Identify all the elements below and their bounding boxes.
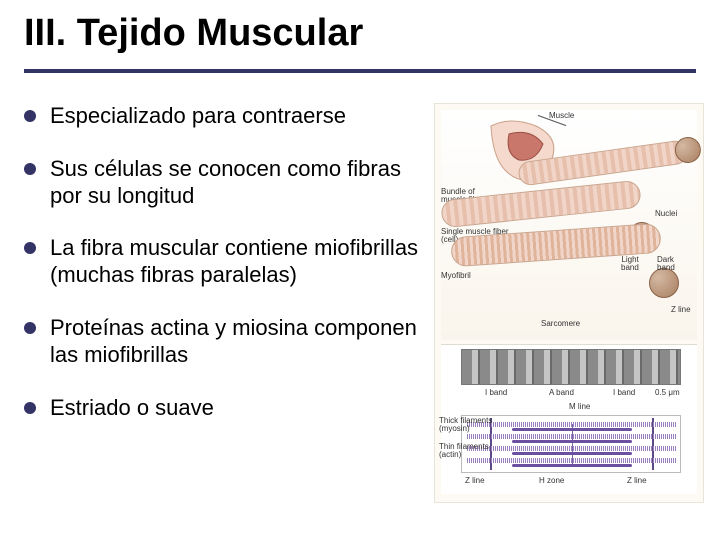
label-zline: Z line [627,477,647,485]
page-title: III. Tejido Muscular [24,12,696,63]
muscle-region: Muscle Nuclei Bundle of muscle fibers Si… [441,110,697,340]
label-hzone: H zone [539,477,564,485]
thin-filament [466,446,676,451]
bullet-icon [24,242,36,254]
label-myofibril: Myofibril [441,272,471,280]
list-item: Especializado para contraerse [24,103,424,130]
label-scale: 0.5 μm [655,389,680,397]
bullet-text: La fibra muscular contiene miofibrillas … [50,235,424,289]
bullet-icon [24,322,36,334]
label-nuclei: Nuclei [655,210,677,218]
thick-filament [512,440,632,443]
content-row: Especializado para contraerse Sus célula… [24,103,696,503]
slide: III. Tejido Muscular Especializado para … [0,0,720,540]
label-thin: Thin filaments (actin) [439,443,489,460]
title-underline [24,69,696,73]
label-aband: A band [549,389,574,397]
label-zline: Z line [465,477,485,485]
label-zline: Z line [671,306,691,314]
list-item: La fibra muscular contiene miofibrillas … [24,235,424,289]
label-dark-band: Dark band [657,256,675,273]
bullet-text: Estriado o suave [50,395,214,422]
bullet-text: Proteínas actina y miosina componen las … [50,315,424,369]
micrograph [461,349,681,385]
thin-filament [466,422,676,427]
list-item: Proteínas actina y miosina componen las … [24,315,424,369]
label-iband: I band [485,389,507,397]
thin-filament [466,458,676,463]
label-light-band: Light band [621,256,639,273]
bullet-icon [24,402,36,414]
bullet-text: Sus células se conocen como fibras por s… [50,156,424,210]
thick-filament [512,428,632,431]
figure-column: Muscle Nuclei Bundle of muscle fibers Si… [434,103,704,503]
list-item: Sus células se conocen como fibras por s… [24,156,424,210]
list-item: Estriado o suave [24,395,424,422]
label-thick: Thick filaments (myosin) [439,417,492,434]
sarcomere-region: I band A band I band 0.5 μm M line [441,344,697,494]
label-muscle: Muscle [549,112,574,120]
label-mline: M line [569,403,590,411]
label-sarcomere: Sarcomere [541,320,580,328]
bullet-text: Especializado para contraerse [50,103,346,130]
bullet-list: Especializado para contraerse Sus célula… [24,103,424,503]
thin-filament [466,434,676,439]
thick-filament [512,464,632,467]
muscle-diagram: Muscle Nuclei Bundle of muscle fibers Si… [434,103,704,503]
thick-filament [512,452,632,455]
bullet-icon [24,163,36,175]
label-iband: I band [613,389,635,397]
sarcomere-block [461,415,681,473]
bullet-icon [24,110,36,122]
